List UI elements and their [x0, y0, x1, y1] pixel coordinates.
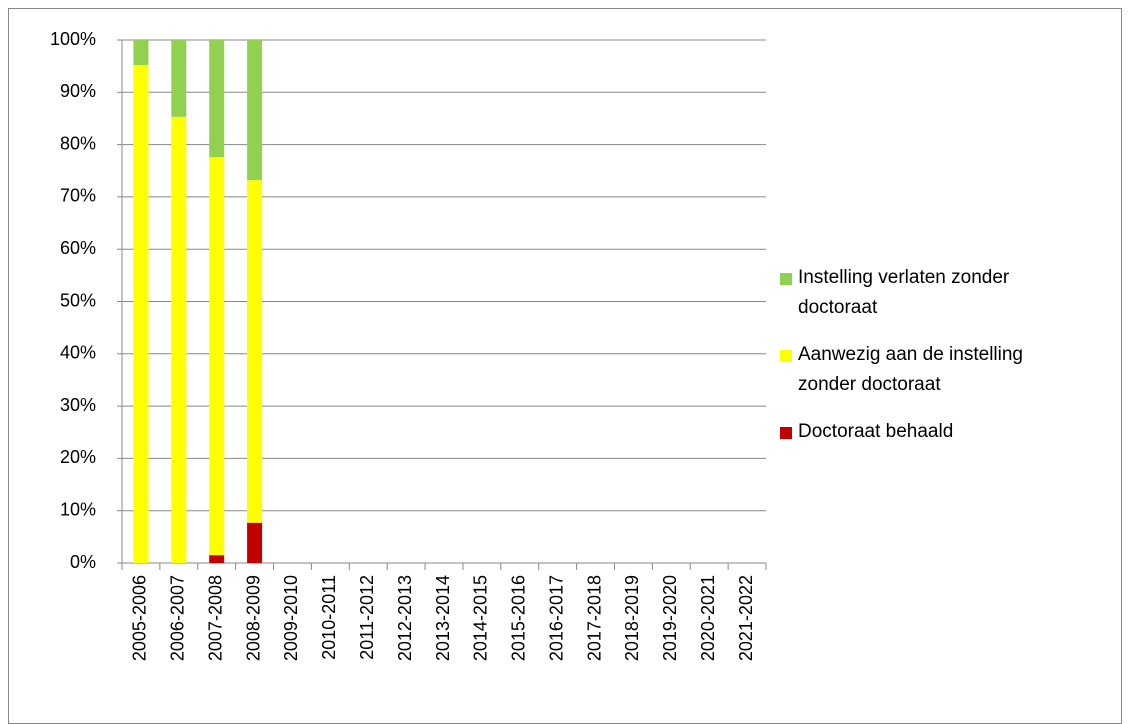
legend-label: Aanwezig aan de instelling zonder doctor…: [798, 344, 1023, 395]
y-tick-label: 0%: [70, 552, 96, 572]
y-tick-label: 30%: [60, 395, 96, 415]
x-tick-label: 2014-2015: [471, 575, 491, 661]
x-tick-label: 2008-2009: [243, 575, 263, 661]
bar-segment: [133, 40, 149, 66]
legend-entry: Aanwezig aan de instelling zonder doctor…: [780, 340, 1110, 400]
bar-segment: [171, 40, 187, 117]
legend-entry: Instelling verlaten zonder doctoraat: [780, 263, 1110, 323]
y-tick-label: 100%: [50, 29, 96, 49]
x-tick-label: 2007-2008: [205, 575, 225, 661]
x-tick-label: 2017-2018: [584, 575, 604, 661]
y-tick-label: 50%: [60, 290, 96, 310]
bar-segment: [247, 40, 263, 181]
legend-swatch: [780, 273, 792, 285]
legend-label: Doctoraat behaald: [798, 421, 954, 442]
x-tick-label: 2019-2020: [660, 575, 680, 661]
y-tick-label: 40%: [60, 343, 96, 363]
x-tick-label: 2011-2012: [357, 575, 377, 660]
bar-segment: [247, 522, 263, 563]
legend: Instelling verlaten zonder doctoraat Aanw…: [780, 263, 1110, 464]
x-tick-label: 2021-2022: [736, 575, 756, 661]
bar-segment: [209, 40, 225, 158]
y-tick-label: 90%: [60, 81, 96, 101]
x-tick-label: 2009-2010: [281, 575, 301, 661]
x-tick-label: 2018-2019: [622, 575, 642, 661]
bar-segment: [247, 180, 263, 523]
x-tick-label: 2016-2017: [546, 575, 566, 661]
legend-swatch: [780, 427, 792, 439]
y-tick-label: 20%: [60, 447, 96, 467]
bar-segment: [209, 555, 225, 563]
y-tick-label: 70%: [60, 186, 96, 206]
y-tick-label: 80%: [60, 133, 96, 153]
x-tick-label: 2015-2016: [509, 575, 529, 661]
x-tick-label: 2013-2014: [433, 575, 453, 661]
bar-segment: [133, 65, 149, 563]
x-tick-label: 2005-2006: [130, 575, 150, 661]
x-tick-label: 2010-2011: [319, 575, 339, 660]
bar-segment: [209, 157, 225, 556]
legend-entry: Doctoraat behaald: [780, 417, 1110, 447]
y-tick-label: 10%: [60, 499, 96, 519]
bar-segment: [171, 116, 187, 564]
legend-swatch: [780, 350, 792, 362]
x-tick-label: 2012-2013: [395, 575, 415, 661]
x-tick-label: 2020-2021: [698, 575, 718, 661]
legend-label: Instelling verlaten zonder doctoraat: [798, 267, 1010, 318]
x-tick-label: 2006-2007: [168, 575, 188, 661]
y-tick-label: 60%: [60, 238, 96, 258]
